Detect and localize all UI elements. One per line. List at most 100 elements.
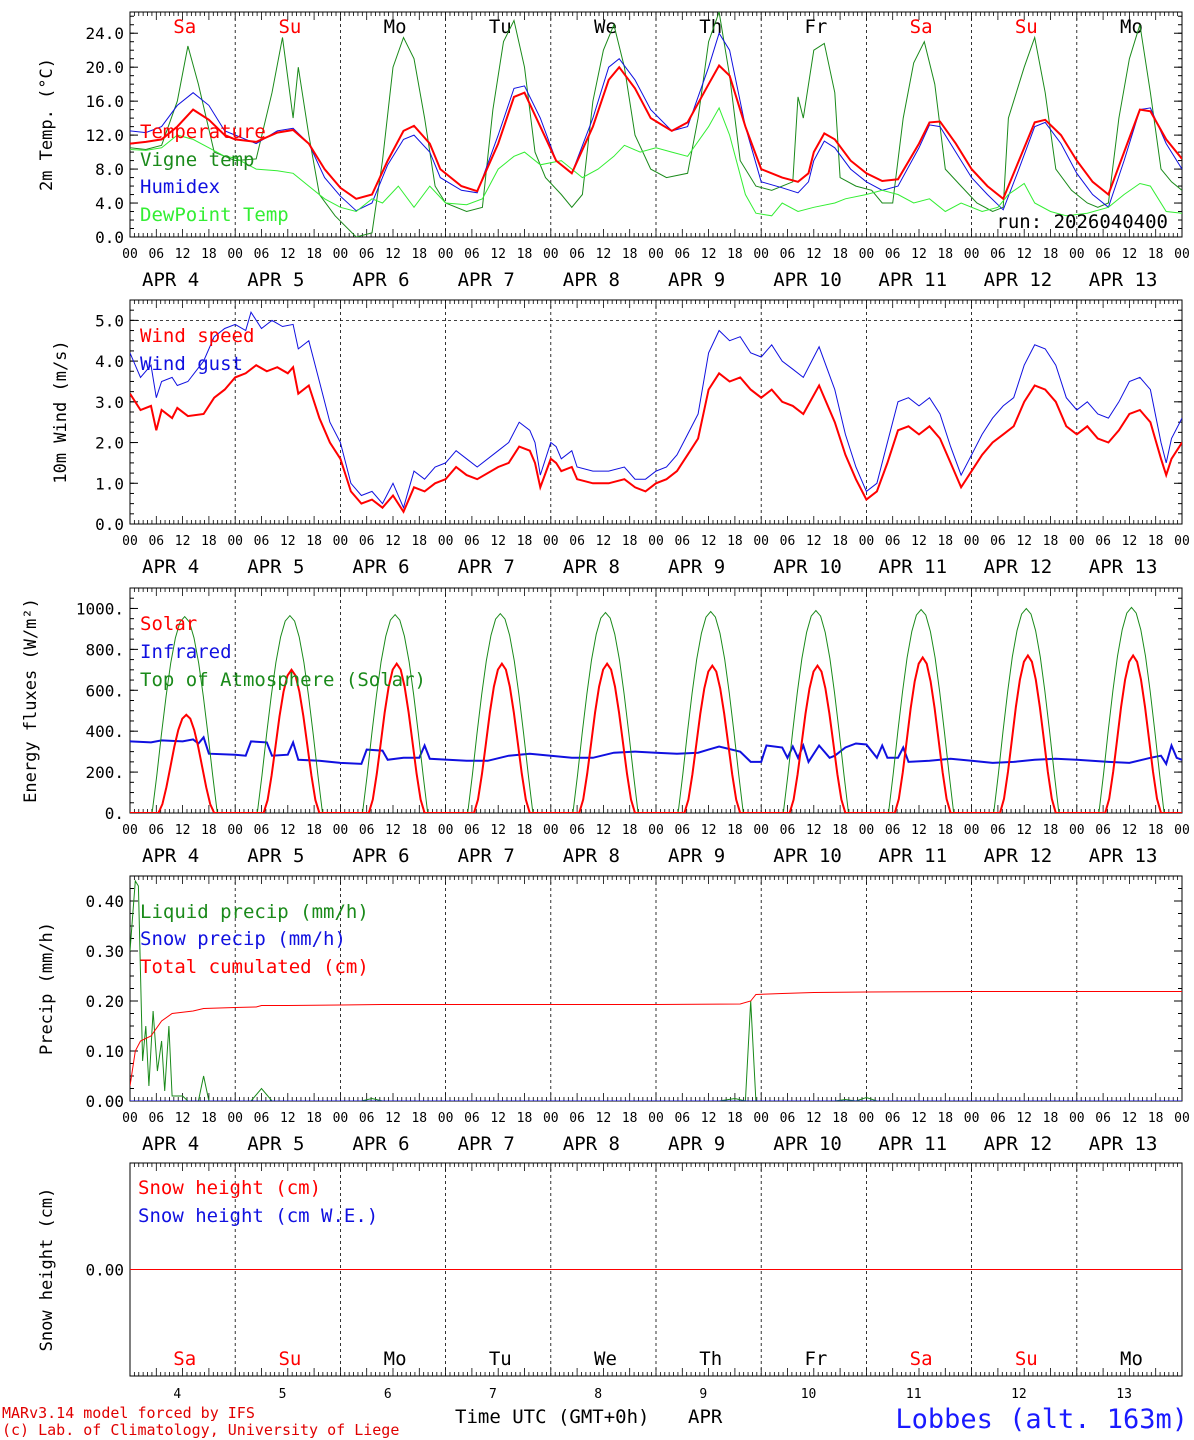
date-label: APR 6	[352, 845, 409, 867]
date-label: APR 8	[563, 269, 620, 291]
y-tick-label: 600.	[85, 681, 124, 700]
date-label: APR 8	[563, 556, 620, 578]
y-tick-label: 0.00	[85, 1092, 124, 1111]
day-number-label: 12	[1011, 1387, 1027, 1402]
hour-tick-label: 12	[1122, 823, 1138, 838]
legend-entry: Top of Atmosphere (Solar)	[140, 669, 426, 691]
hour-tick-label: 06	[569, 247, 585, 262]
hour-tick-label: 18	[622, 534, 638, 549]
day-number-label: 13	[1116, 1387, 1132, 1402]
hour-tick-label: 06	[569, 534, 585, 549]
hour-tick-label: 00	[333, 534, 349, 549]
hour-tick-label: 00	[1069, 247, 1085, 262]
hour-tick-label: 12	[175, 823, 191, 838]
hour-tick-label: 06	[464, 1111, 480, 1126]
date-label: APR 6	[352, 1133, 409, 1155]
hour-tick-label: 00	[964, 534, 980, 549]
hour-tick-label: 00	[648, 1111, 664, 1126]
hour-tick-label: 00	[227, 823, 243, 838]
legend-entry: Humidex	[140, 176, 220, 198]
legend-entry: Wind speed	[140, 325, 254, 347]
hour-tick-label: 18	[727, 1111, 743, 1126]
hour-tick-label: 00	[122, 823, 138, 838]
y-tick-label: 4.0	[95, 352, 124, 371]
hour-tick-label: 00	[122, 247, 138, 262]
hour-tick-label: 00	[438, 823, 454, 838]
series-line-total-cumulated-cm-	[130, 991, 1182, 1087]
date-label: APR 11	[878, 269, 947, 291]
hour-tick-label: 18	[1043, 534, 1059, 549]
y-tick-label: 8.0	[95, 160, 124, 179]
hour-tick-label: 00	[122, 1111, 138, 1126]
y-tick-label: 0.40	[85, 892, 124, 911]
y-tick-label: 4.0	[95, 194, 124, 213]
legend-entry: DewPoint Temp	[140, 204, 289, 226]
day-name: Mo	[384, 1348, 407, 1370]
date-label: APR 4	[142, 1133, 199, 1155]
hour-tick-label: 12	[385, 823, 401, 838]
date-label: APR 7	[458, 1133, 515, 1155]
y-tick-label: 0.30	[85, 942, 124, 961]
hour-tick-label: 06	[148, 247, 164, 262]
day-number-label: 8	[594, 1387, 602, 1402]
series-line-wind-speed	[130, 363, 1182, 514]
y-axis-label: 2m Temp. (°C)	[37, 58, 57, 191]
hour-tick-label: 00	[1174, 247, 1190, 262]
footer-model: MARv3.14 model forced by IFS	[2, 1404, 255, 1422]
series-line-humidex	[130, 32, 1182, 212]
hour-tick-label: 18	[411, 247, 427, 262]
hour-tick-label: 00	[438, 1111, 454, 1126]
hour-tick-label: 12	[701, 1111, 717, 1126]
day-name: Su	[1015, 16, 1038, 38]
legend-entry: Solar	[140, 613, 197, 635]
date-label: APR 13	[1089, 845, 1158, 867]
hour-tick-label: 12	[596, 247, 612, 262]
hour-tick-label: 12	[596, 823, 612, 838]
hour-tick-label: 06	[885, 534, 901, 549]
hour-tick-label: 12	[175, 247, 191, 262]
legend-entry: Snow precip (mm/h)	[140, 928, 346, 950]
day-name: Su	[278, 1348, 301, 1370]
hour-tick-label: 00	[964, 823, 980, 838]
series-line-solar	[130, 653, 1182, 813]
hour-tick-label: 00	[753, 247, 769, 262]
date-label: APR 11	[878, 1133, 947, 1155]
y-tick-label: 1000.	[76, 599, 124, 618]
date-label: APR 6	[352, 556, 409, 578]
hour-tick-label: 06	[780, 823, 796, 838]
day-number-label: 7	[489, 1387, 497, 1402]
hour-tick-label: 06	[359, 823, 375, 838]
y-tick-label: 400.	[85, 722, 124, 741]
day-name: Sa	[173, 1348, 196, 1370]
y-tick-label: 0.	[105, 804, 124, 823]
run-label: run: 2026040400	[996, 211, 1168, 233]
hour-tick-label: 12	[490, 823, 506, 838]
hour-tick-label: 12	[490, 534, 506, 549]
hour-tick-label: 06	[674, 1111, 690, 1126]
date-label: APR 4	[142, 556, 199, 578]
hour-tick-label: 06	[885, 247, 901, 262]
hour-tick-label: 00	[1069, 1111, 1085, 1126]
hour-tick-label: 06	[674, 534, 690, 549]
y-axis-label: Precip (mm/h)	[37, 922, 57, 1055]
y-tick-label: 5.0	[95, 311, 124, 330]
hour-tick-label: 12	[911, 247, 927, 262]
hour-tick-label: 18	[411, 534, 427, 549]
y-tick-label: 0.00	[85, 1261, 124, 1280]
hour-tick-label: 06	[464, 823, 480, 838]
hour-tick-label: 06	[1095, 1111, 1111, 1126]
hour-tick-label: 06	[569, 823, 585, 838]
hour-tick-label: 18	[622, 823, 638, 838]
hour-tick-label: 00	[753, 1111, 769, 1126]
hour-tick-label: 18	[201, 1111, 217, 1126]
date-label: APR 9	[668, 845, 725, 867]
hour-tick-label: 00	[333, 1111, 349, 1126]
day-name: Tu	[489, 16, 512, 38]
panel-2: 0.0 1.0 2.0 3.0 4.0 5.0 10m Wind (m/s) 00 06 12 18…	[51, 299, 1190, 578]
hour-tick-label: 00	[122, 534, 138, 549]
y-tick-label: 0.0	[95, 228, 124, 247]
hour-tick-label: 18	[832, 534, 848, 549]
date-label: APR 5	[247, 269, 304, 291]
day-name: Fr	[804, 1348, 827, 1370]
y-tick-label: 800.	[85, 640, 124, 659]
